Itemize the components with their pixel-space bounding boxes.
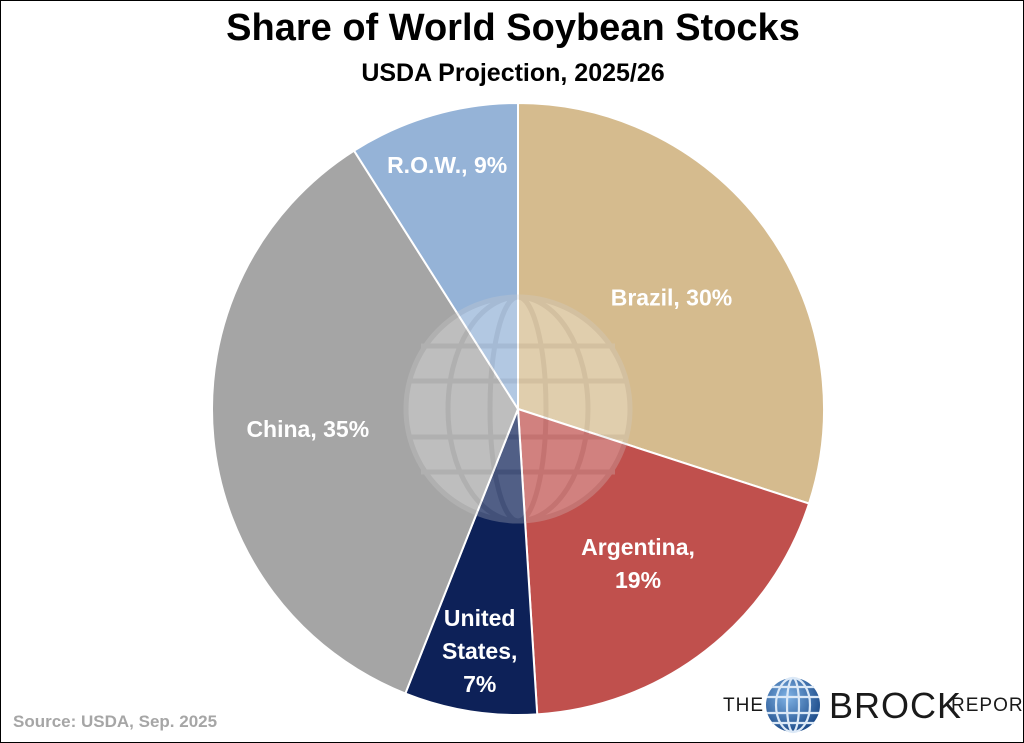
- brand-the: THE: [723, 695, 764, 716]
- brand-logo: THE BROCK REPORT: [723, 673, 1023, 737]
- pie-slice-r-o-w: [352, 101, 519, 413]
- pie-slice-china: [211, 149, 520, 695]
- brand-report: REPORT: [951, 695, 1024, 716]
- slice-label-united-states: United States, 7%: [442, 605, 517, 697]
- source-note: Source: USDA, Sep. 2025: [13, 712, 218, 731]
- slice-label-r-o-w: R.O.W., 9%: [387, 152, 507, 178]
- brand-brock: BROCK: [829, 685, 963, 726]
- pie-slice-argentina: [516, 407, 811, 716]
- chart-title: Share of World Soybean Stocks: [226, 7, 800, 49]
- pie-slice-brazil: [517, 101, 825, 505]
- slice-label-argentina: Argentina, 19%: [581, 534, 695, 593]
- slice-label-brazil: Brazil, 30%: [611, 284, 732, 310]
- globe-icon: [766, 676, 820, 734]
- pie-slice-united-states: [404, 408, 539, 716]
- slice-label-china: China, 35%: [246, 416, 369, 442]
- chart-subtitle: USDA Projection, 2025/26: [361, 59, 665, 87]
- globe-watermark-icon: [403, 294, 633, 524]
